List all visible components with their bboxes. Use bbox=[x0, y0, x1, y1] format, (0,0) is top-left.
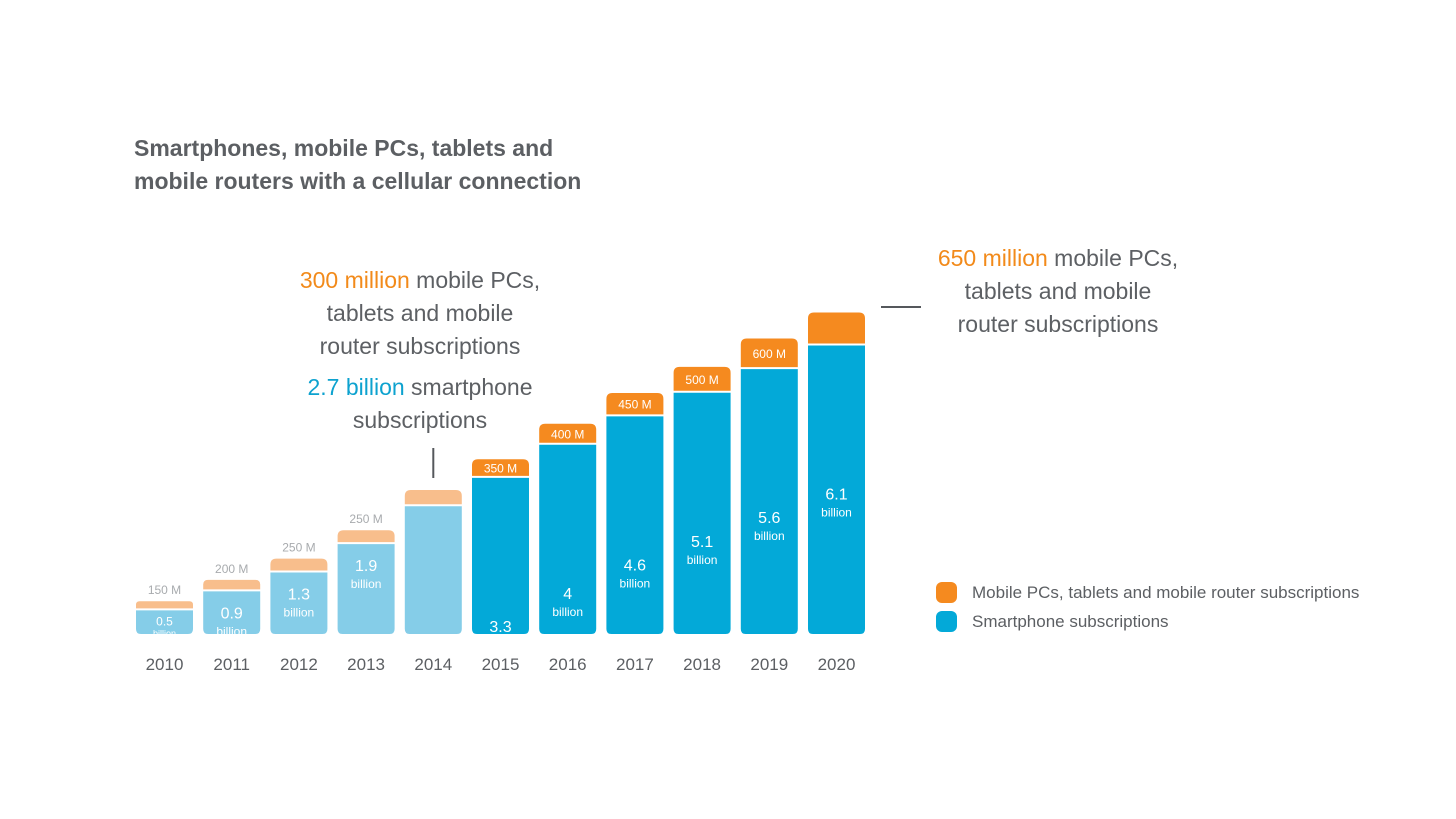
callout-2020: 650 million mobile PCs, tablets and mobi… bbox=[908, 242, 1208, 341]
x-tick-2018: 2018 bbox=[683, 655, 721, 674]
label-mobile-pc-2015: 350 M bbox=[484, 462, 517, 476]
x-tick-2014: 2014 bbox=[414, 655, 452, 674]
label-mobile-pc-2017: 450 M bbox=[618, 398, 651, 412]
label-unit-2019: billion bbox=[754, 529, 785, 543]
bar-smartphone-2015 bbox=[472, 477, 529, 634]
bar-smartphone-2020 bbox=[808, 345, 865, 634]
label-mobile-pc-2016: 400 M bbox=[551, 427, 584, 441]
label-mobile-pc-2010: 150 M bbox=[148, 583, 181, 597]
label-unit-2013: billion bbox=[351, 577, 382, 591]
label-mobile-pc-2018: 500 M bbox=[685, 373, 718, 387]
legend-item-smartphone: Smartphone subscriptions bbox=[936, 607, 1359, 636]
x-tick-2012: 2012 bbox=[280, 655, 318, 674]
bar-mobile-pc-2011 bbox=[203, 579, 261, 590]
label-unit-2016: billion bbox=[552, 605, 583, 619]
bar-smartphone-2019 bbox=[740, 369, 798, 634]
x-tick-2011: 2011 bbox=[213, 655, 250, 674]
x-tick-2013: 2013 bbox=[347, 655, 385, 674]
legend-swatch-mobile-pc bbox=[936, 582, 957, 603]
callout-2014-blue-value: 2.7 billion bbox=[307, 374, 405, 400]
label-value-2020: 6.1 bbox=[825, 486, 847, 503]
label-value-2017: 4.6 bbox=[624, 557, 646, 574]
callout-2020-line-3: router subscriptions bbox=[957, 311, 1159, 337]
legend-item-mobile-pc: Mobile PCs, tablets and mobile router su… bbox=[936, 578, 1359, 607]
bar-smartphone-2010 bbox=[136, 610, 193, 634]
label-unit-2010: billion bbox=[153, 628, 176, 638]
legend-label-mobile-pc: Mobile PCs, tablets and mobile router su… bbox=[972, 582, 1360, 602]
bar-mobile-pc-2016 bbox=[539, 423, 597, 443]
label-value-2016: 4 bbox=[563, 586, 572, 603]
bar-smartphone-2013 bbox=[337, 544, 395, 634]
label-value-2013: 1.9 bbox=[355, 558, 377, 575]
callout-2014: 300 million mobile PCs, tablets and mobi… bbox=[270, 264, 570, 437]
label-mobile-pc-2011: 200 M bbox=[215, 562, 248, 576]
x-tick-2017: 2017 bbox=[616, 655, 654, 674]
bar-mobile-pc-2019 bbox=[740, 338, 798, 368]
chart-legend: Mobile PCs, tablets and mobile router su… bbox=[936, 578, 1359, 636]
bar-mobile-pc-2018 bbox=[673, 366, 731, 391]
label-value-2011: 0.9 bbox=[221, 605, 243, 622]
label-unit-2020: billion bbox=[821, 505, 852, 519]
callout-2014-line-5: subscriptions bbox=[352, 407, 488, 433]
label-unit-2015: billion bbox=[485, 638, 516, 652]
bar-mobile-pc-2017 bbox=[606, 392, 664, 415]
label-unit-2017: billion bbox=[620, 576, 651, 590]
callout-2014-line-2: tablets and mobile bbox=[326, 300, 514, 326]
callout-2020-line-2: tablets and mobile bbox=[964, 278, 1152, 304]
bar-smartphone-2011 bbox=[203, 591, 261, 634]
label-value-2010: 0.5 bbox=[156, 614, 173, 628]
bar-mobile-pc-2020 bbox=[808, 312, 865, 344]
x-tick-2020: 2020 bbox=[818, 655, 856, 674]
bar-mobile-pc-2012 bbox=[270, 558, 328, 571]
label-unit-2018: billion bbox=[687, 553, 718, 567]
x-tick-2019: 2019 bbox=[750, 655, 788, 674]
label-unit-2011: billion bbox=[216, 624, 247, 638]
callout-2014-orange-value: 300 million bbox=[299, 267, 410, 293]
bar-mobile-pc-2014 bbox=[404, 489, 462, 505]
callout-2014-line-3: router subscriptions bbox=[319, 333, 521, 359]
label-unit-2012: billion bbox=[284, 606, 315, 620]
callout-2014-text-1: mobile PCs, bbox=[416, 267, 541, 293]
label-mobile-pc-2012: 250 M bbox=[282, 541, 315, 555]
callout-2014-text-4: smartphone bbox=[411, 374, 533, 400]
bar-mobile-pc-2015 bbox=[472, 459, 529, 476]
chart-title-line-2: mobile routers with a cellular connectio… bbox=[134, 168, 582, 194]
callout-2020-orange-value: 650 million bbox=[937, 245, 1048, 271]
bar-mobile-pc-2013 bbox=[337, 530, 395, 543]
x-tick-2016: 2016 bbox=[549, 655, 587, 674]
bar-smartphone-2016 bbox=[539, 444, 597, 634]
callout-2020-text-1: mobile PCs, bbox=[1054, 245, 1179, 271]
label-value-2015: 3.3 bbox=[489, 619, 511, 636]
legend-label-smartphone: Smartphone subscriptions bbox=[972, 611, 1169, 631]
bar-smartphone-2018 bbox=[673, 392, 731, 634]
x-tick-2015: 2015 bbox=[482, 655, 520, 674]
bar-smartphone-2012 bbox=[270, 572, 328, 634]
legend-swatch-smartphone bbox=[936, 611, 957, 632]
label-value-2018: 5.1 bbox=[691, 534, 713, 551]
label-mobile-pc-2013: 250 M bbox=[349, 512, 382, 526]
x-tick-2010: 2010 bbox=[146, 655, 184, 674]
label-mobile-pc-2019: 600 M bbox=[753, 347, 786, 361]
chart-title-line-1: Smartphones, mobile PCs, tablets and bbox=[134, 135, 554, 161]
label-value-2012: 1.3 bbox=[288, 587, 310, 604]
bar-smartphone-2017 bbox=[606, 416, 664, 634]
bar-smartphone-2014 bbox=[404, 506, 462, 634]
chart-title: Smartphones, mobile PCs, tablets and mob… bbox=[134, 132, 754, 198]
bar-mobile-pc-2010 bbox=[136, 601, 193, 609]
label-value-2019: 5.6 bbox=[758, 510, 780, 527]
